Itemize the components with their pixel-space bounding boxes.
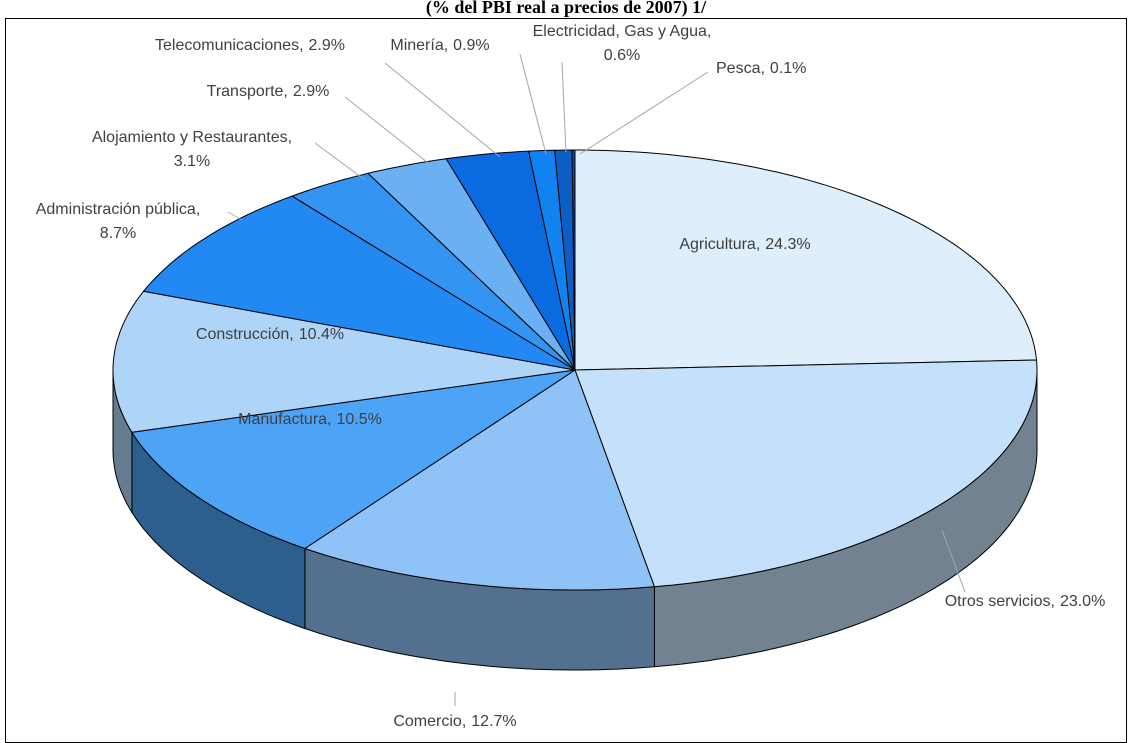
label-separator: ,: [462, 713, 466, 730]
label-value: 0.6%: [604, 47, 640, 64]
leader-line: [561, 61, 567, 153]
label-value: 0.1%: [770, 60, 806, 77]
leader-line: [314, 142, 366, 181]
label-separator: ,: [444, 37, 448, 54]
leader-line: [519, 53, 547, 155]
slice: [574, 149, 1038, 371]
label-separator: ,: [760, 60, 764, 77]
label-category: Minería: [390, 37, 443, 54]
label-category: Comercio: [393, 713, 462, 730]
label-separator: ,: [756, 236, 760, 253]
label-category: Agricultura: [679, 236, 756, 253]
slice-label: Construcción, 10.4%: [196, 326, 344, 343]
slice-label: Otros servicios, 23.0%: [945, 593, 1106, 610]
label-value: 12.7%: [471, 713, 516, 730]
slice: [112, 290, 576, 433]
slice: [142, 195, 576, 371]
label-separator: ,: [327, 411, 331, 428]
slice: [445, 150, 576, 371]
slice: [303, 369, 656, 591]
slice-label: Telecomunicaciones, 2.9%: [155, 37, 345, 54]
label-value: 10.4%: [299, 326, 344, 343]
leader-line: [227, 211, 243, 221]
label-separator: ,: [707, 23, 711, 40]
slice-label: Administración pública, 8.7%: [36, 201, 201, 242]
slice: [131, 369, 576, 550]
leader-line: [384, 62, 501, 158]
label-value: 24.3%: [765, 236, 810, 253]
slice-label: Alojamiento y Restaurantes, 3.1%: [92, 129, 292, 170]
leader-line: [344, 96, 433, 167]
label-separator: ,: [196, 201, 200, 218]
label-category: Administración pública: [36, 201, 196, 218]
slice-label: Electricidad, Gas y Agua, 0.6%: [533, 23, 712, 64]
label-value: 10.5%: [337, 411, 382, 428]
slice-label: Pesca, 0.1%: [716, 60, 806, 77]
label-separator: ,: [289, 326, 293, 343]
label-category: Telecomunicaciones: [155, 37, 299, 54]
slice-label: Transporte, 2.9%: [207, 83, 330, 100]
chart-title: (% del PBI real a precios de 2007) 1/: [426, 0, 707, 18]
label-separator: ,: [1050, 593, 1054, 610]
label-value: 8.7%: [100, 225, 136, 242]
label-separator: ,: [283, 83, 287, 100]
slice-label: Manufactura, 10.5%: [238, 411, 382, 428]
label-category: Electricidad, Gas y Agua: [533, 23, 707, 40]
label-category: Alojamiento y Restaurantes: [92, 129, 288, 146]
label-separator: ,: [288, 129, 292, 146]
label-value: 2.9%: [293, 83, 329, 100]
slice: [366, 158, 576, 371]
label-category: Otros servicios: [945, 593, 1051, 610]
label-separator: ,: [299, 37, 303, 54]
label-value: 0.9%: [453, 37, 489, 54]
slice: [290, 172, 576, 371]
label-category: Pesca: [716, 60, 761, 77]
label-value: 23.0%: [1060, 593, 1105, 610]
label-value: 2.9%: [309, 37, 345, 54]
label-category: Construcción: [196, 326, 289, 343]
label-value: 3.1%: [174, 153, 210, 170]
slice: [571, 149, 576, 371]
leader-line: [941, 529, 966, 593]
slice-label: Minería, 0.9%: [390, 37, 489, 54]
label-category: Transporte: [207, 83, 284, 100]
slice-label: Comercio, 12.7%: [393, 713, 516, 730]
leader-line: [579, 71, 709, 155]
slice-label: Agricultura, 24.3%: [679, 236, 810, 253]
slice: [574, 359, 1038, 588]
label-category: Manufactura: [238, 411, 327, 428]
